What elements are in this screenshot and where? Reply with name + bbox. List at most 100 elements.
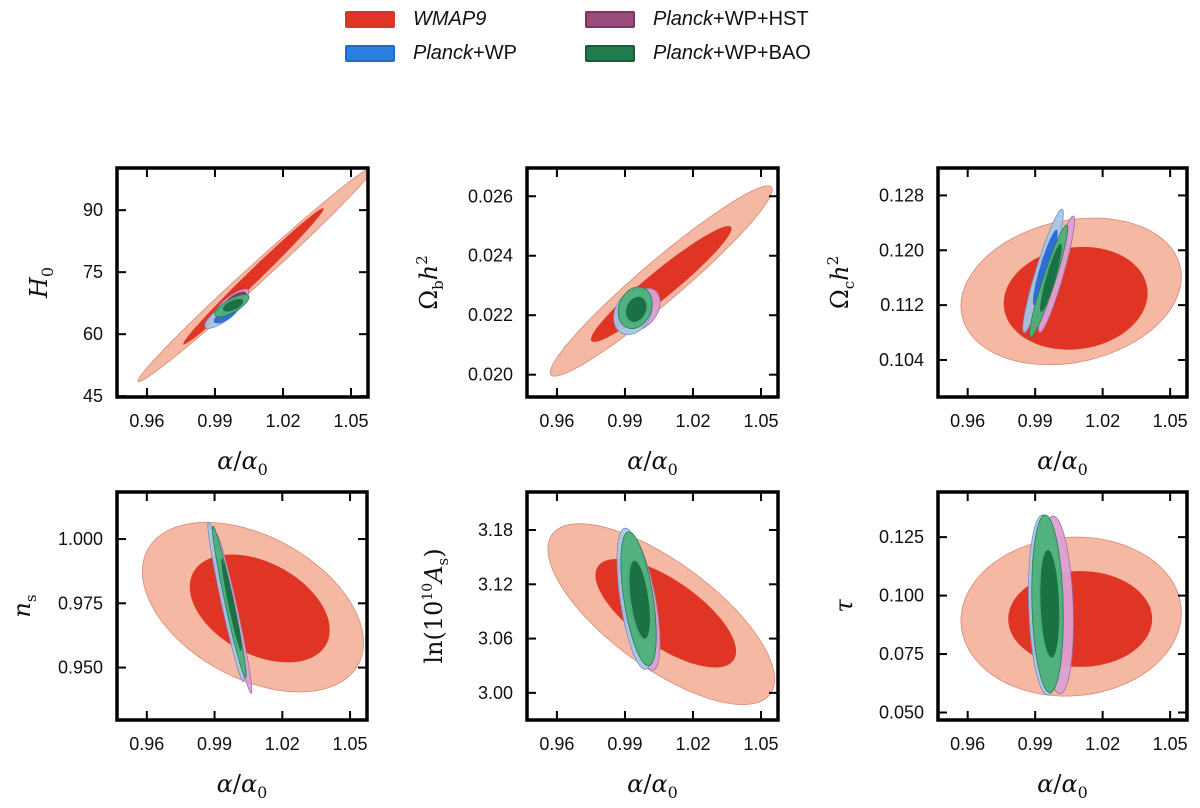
y-tick-label: 3.06 — [478, 629, 513, 649]
contours-H0 — [137, 168, 368, 383]
y-tick-label: 0.975 — [58, 593, 103, 613]
x-tick-label: 1.02 — [675, 734, 710, 754]
x-tick-label: 0.96 — [950, 734, 985, 754]
legend-label-wmap9: WMAP9 — [413, 7, 487, 30]
y-axis-label: Ωbh2 — [413, 255, 447, 310]
x-tick-label: 0.99 — [1018, 411, 1053, 431]
axes-frame — [115, 490, 369, 722]
y-tick-label: 3.18 — [478, 520, 513, 540]
y-tick-label: 75 — [83, 262, 103, 282]
x-tick-label: 1.05 — [333, 411, 368, 431]
y-tick-label: 0.100 — [879, 586, 924, 606]
y-tick-label: 1.000 — [58, 529, 103, 549]
axes-frame — [936, 166, 1189, 399]
x-tick-label: 1.02 — [265, 734, 300, 754]
axes-frame — [936, 490, 1189, 722]
contours-lnAs — [547, 523, 776, 706]
legend: WMAP9 Planck+WP Planck+WP+HST Planck+WP+… — [345, 8, 865, 68]
legend-item-wmap9: WMAP9 — [345, 8, 486, 30]
contours-tau — [960, 514, 1182, 697]
legend-label-planck-wp: Planck+WP — [413, 41, 517, 64]
x-axis-label: α/α0 — [217, 447, 268, 479]
x-axis-label: α/α0 — [1037, 447, 1088, 479]
x-axis-label: α/α0 — [627, 770, 678, 802]
x-tick-label: 1.02 — [265, 411, 300, 431]
legend-swatch-planck-wp — [345, 44, 395, 62]
y-tick-label: 0.024 — [468, 246, 513, 266]
y-tick-label: 0.950 — [58, 658, 103, 678]
panel-omch2: 0.96 0.99 1.02 1.05 0.104 0.112 0.120 0.128 α/α0… — [824, 166, 1189, 479]
y-tick-label: 0.075 — [879, 644, 924, 664]
panel-lnAs: 0.96 0.99 1.02 1.05 3.00 3.06 3.12 3.18 α/α0 ln(1… — [420, 490, 780, 802]
panel-ombh2: 0.96 0.99 1.02 1.05 0.020 0.022 0.024 0.026 α/α0… — [413, 166, 780, 479]
y-tick-label: 60 — [83, 324, 103, 344]
contours-ns — [141, 521, 365, 694]
x-tick-label: 1.02 — [1085, 734, 1120, 754]
y-tick-label: 0.104 — [879, 350, 924, 370]
contour-wmap9-68 — [590, 226, 732, 342]
y-tick-label: 0.026 — [468, 186, 513, 206]
y-tick-label: 0.112 — [880, 295, 924, 315]
legend-swatch-planck-wp-bao — [585, 44, 635, 62]
x-tick-label: 0.99 — [1018, 734, 1053, 754]
x-tick-label: 1.02 — [675, 411, 710, 431]
y-tick-label: 0.050 — [879, 703, 924, 723]
contours-omch2 — [960, 208, 1182, 366]
contour-planck-wp-bao-68 — [629, 560, 650, 639]
x-tick-label: 1.05 — [1153, 411, 1188, 431]
legend-swatch-planck-wp-hst — [585, 10, 635, 28]
contours-ombh2 — [549, 185, 773, 377]
x-axis-label: α/α0 — [1037, 770, 1088, 802]
legend-swatch-wmap9 — [345, 10, 395, 28]
axes-frame — [525, 166, 780, 399]
panel-ns: 0.96 0.99 1.02 1.05 0.950 0.975 1.000 α/α0 ns — [8, 490, 369, 802]
x-tick-label: 0.96 — [950, 411, 985, 431]
x-tick-label: 0.96 — [129, 411, 164, 431]
axes-frame — [115, 166, 370, 399]
x-tick-label: 0.99 — [197, 411, 232, 431]
x-axis-label: α/α0 — [217, 770, 268, 802]
y-tick-label: 3.00 — [478, 683, 513, 703]
y-axis-label: Ωch2 — [824, 256, 858, 309]
x-tick-label: 0.96 — [539, 734, 574, 754]
x-tick-label: 0.96 — [129, 734, 164, 754]
contour-planck-wp-bao-68 — [221, 558, 242, 651]
contour-planck-wp-bao-68 — [1040, 550, 1060, 658]
y-axis-label: ns — [8, 594, 40, 617]
contour-planck-wp-bao-68 — [1040, 243, 1062, 312]
y-tick-label: 45 — [83, 386, 103, 406]
y-tick-label: 0.125 — [879, 527, 924, 547]
x-tick-label: 1.05 — [333, 734, 368, 754]
contour-wmap9-68 — [595, 559, 737, 668]
y-tick-label: 0.022 — [468, 305, 513, 325]
y-axis-label: ln(1010As) — [420, 548, 452, 663]
contour-planck-wp-68 — [1032, 229, 1058, 306]
y-tick-label: 0.128 — [879, 185, 924, 205]
legend-item-planck-wp-hst: Planck+WP+HST — [585, 8, 809, 30]
legend-label-planck-wp-bao: Planck+WP+BAO — [653, 41, 811, 64]
x-tick-label: 0.99 — [607, 411, 642, 431]
x-axis-label: α/α0 — [627, 447, 678, 479]
contour-planck-wp-bao-68 — [626, 296, 647, 322]
y-tick-label: 90 — [83, 200, 103, 220]
legend-label-planck-wp-hst: Planck+WP+HST — [653, 7, 809, 30]
y-axis-label: H0 — [25, 267, 57, 299]
x-tick-label: 1.05 — [743, 411, 778, 431]
legend-item-planck-wp-bao: Planck+WP+BAO — [585, 42, 811, 64]
y-axis-label: τ — [830, 599, 858, 613]
x-tick-label: 1.05 — [743, 734, 778, 754]
y-tick-label: 0.020 — [468, 365, 513, 385]
panel-H0: 0.96 0.99 1.02 1.05 45 60 75 90 α/α0 H0 — [25, 166, 370, 479]
x-tick-label: 0.96 — [539, 411, 574, 431]
contour-wmap9-68 — [183, 208, 324, 345]
contour-planck-wp-bao-68 — [222, 299, 244, 312]
panel-tau: 0.96 0.99 1.02 1.05 0.050 0.075 0.100 0.125 α/α0… — [830, 490, 1189, 802]
y-tick-label: 3.12 — [478, 574, 513, 594]
y-tick-label: 0.120 — [879, 240, 924, 260]
x-tick-label: 1.05 — [1153, 734, 1188, 754]
x-tick-label: 0.99 — [197, 734, 232, 754]
x-tick-label: 0.99 — [607, 734, 642, 754]
x-tick-label: 1.02 — [1085, 411, 1120, 431]
axes-frame — [525, 490, 780, 722]
